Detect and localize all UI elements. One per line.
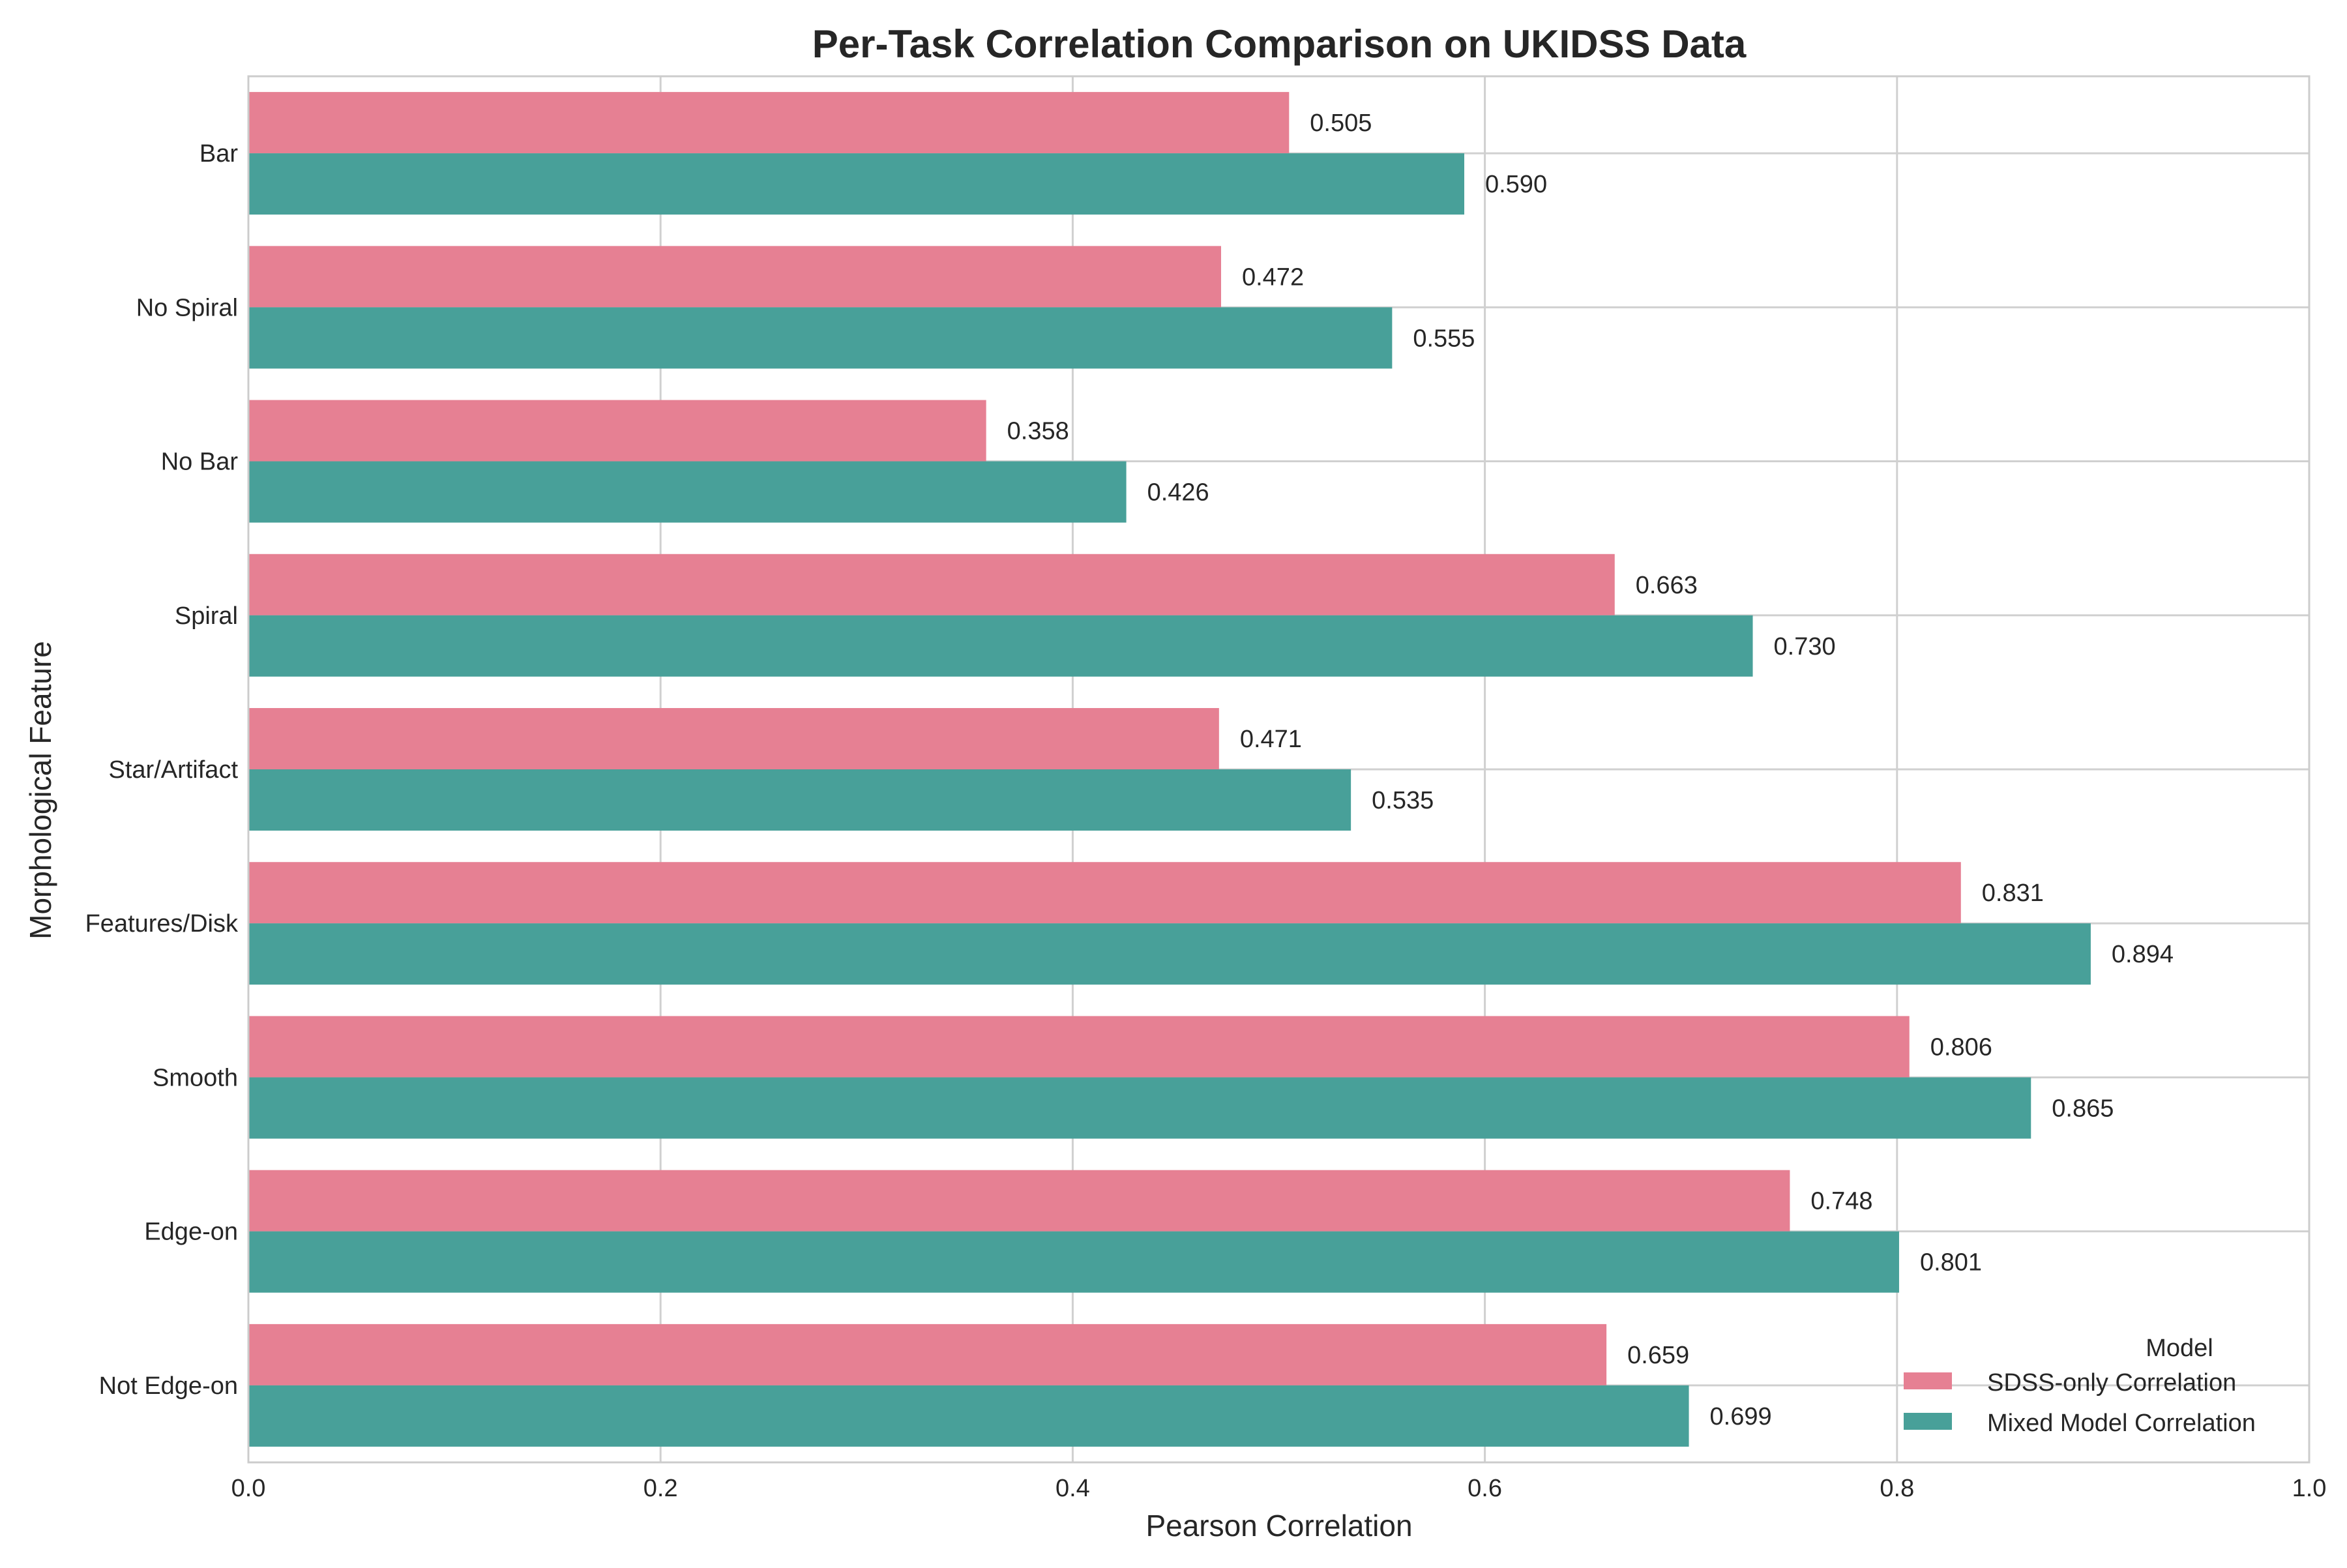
plot-border	[247, 75, 2310, 1464]
bar-sdss-only	[248, 246, 1221, 308]
legend-swatch-mixed	[1904, 1413, 1952, 1430]
bar-value-label: 0.535	[1372, 787, 1434, 814]
legend-label-mixed: Mixed Model Correlation	[1987, 1410, 2256, 1437]
bar-value-label: 0.555	[1413, 325, 1475, 352]
x-tick-label: 0.4	[1055, 1475, 1090, 1502]
bar-value-label: 0.663	[1636, 572, 1698, 599]
y-tick-label: No Bar	[161, 449, 239, 476]
legend: Model SDSS-only Correlation Mixed Model …	[1904, 1335, 2256, 1437]
value-labels: 0.505 0.472 0.358 0.663 0.471 0.831 0.806 0.748…	[1007, 110, 2174, 1430]
bar-sdss-only	[248, 1324, 1607, 1385]
bar-mixed-model	[248, 461, 1127, 523]
bar-sdss-only	[248, 708, 1219, 769]
bar-value-label: 0.358	[1007, 418, 1069, 445]
bar-mixed-model	[248, 1385, 1689, 1447]
bar-mixed-model	[248, 769, 1351, 831]
bar-value-label: 0.865	[2052, 1095, 2114, 1122]
bar-value-label: 0.806	[1930, 1033, 1992, 1061]
x-tick-label: 0.8	[1880, 1475, 1914, 1502]
bar-sdss-only	[248, 554, 1615, 615]
legend-title: Model	[2146, 1335, 2213, 1362]
y-tick-label: No Spiral	[136, 294, 238, 321]
bars	[248, 92, 2091, 1447]
bar-mixed-model	[248, 615, 1753, 677]
bar-value-label: 0.426	[1147, 479, 1209, 507]
y-tick-label: Spiral	[175, 602, 238, 630]
bar-value-label: 0.472	[1242, 263, 1304, 291]
x-tick-label: 0.0	[231, 1475, 266, 1502]
y-tick-label: Features/Disk	[85, 910, 239, 938]
y-tick-label: Star/Artifact	[109, 756, 239, 784]
bar-sdss-only	[248, 1016, 1910, 1078]
legend-label-sdss: SDSS-only Correlation	[1987, 1369, 2236, 1397]
bar-sdss-only	[248, 92, 1290, 154]
chart-title: Per-Task Correlation Comparison on UKIDS…	[812, 22, 1747, 66]
bar-value-label: 0.748	[1810, 1188, 1872, 1215]
bar-value-label: 0.699	[1710, 1403, 1772, 1430]
y-tick-label: Smooth	[153, 1064, 238, 1091]
axes: 0.0 0.2 0.4 0.6 0.8 1.0 Bar No Spiral No Bar Spir…	[85, 140, 2327, 1502]
plot-frame	[247, 75, 2310, 1464]
bar-value-label: 0.894	[2112, 941, 2174, 968]
x-tick-label: 0.6	[1468, 1475, 1502, 1502]
bar-value-label: 0.730	[1774, 633, 1836, 660]
y-tick-label: Bar	[199, 140, 238, 168]
bar-value-label: 0.471	[1240, 726, 1302, 753]
bar-value-label: 0.590	[1485, 171, 1547, 198]
bar-sdss-only	[248, 1170, 1790, 1232]
x-tick-label: 0.2	[643, 1475, 678, 1502]
bar-mixed-model	[248, 307, 1393, 369]
bar-sdss-only	[248, 862, 1961, 924]
y-tick-label: Edge-on	[144, 1219, 238, 1246]
bar-value-label: 0.801	[1920, 1249, 1982, 1277]
y-axis-title: Morphological Feature	[23, 641, 57, 939]
bar-value-label: 0.505	[1310, 110, 1372, 137]
bar-mixed-model	[248, 1077, 2031, 1139]
bar-value-label: 0.831	[1982, 880, 2044, 907]
bar-mixed-model	[248, 923, 2091, 985]
x-tick-label: 1.0	[2292, 1475, 2327, 1502]
legend-swatch-sdss	[1904, 1372, 1952, 1389]
bar-mixed-model	[248, 153, 1464, 215]
bar-value-label: 0.659	[1627, 1342, 1689, 1369]
bar-mixed-model	[248, 1231, 1899, 1293]
y-tick-label: Not Edge-on	[99, 1372, 238, 1400]
x-axis-title: Pearson Correlation	[1145, 1509, 1412, 1543]
bar-sdss-only	[248, 400, 986, 462]
